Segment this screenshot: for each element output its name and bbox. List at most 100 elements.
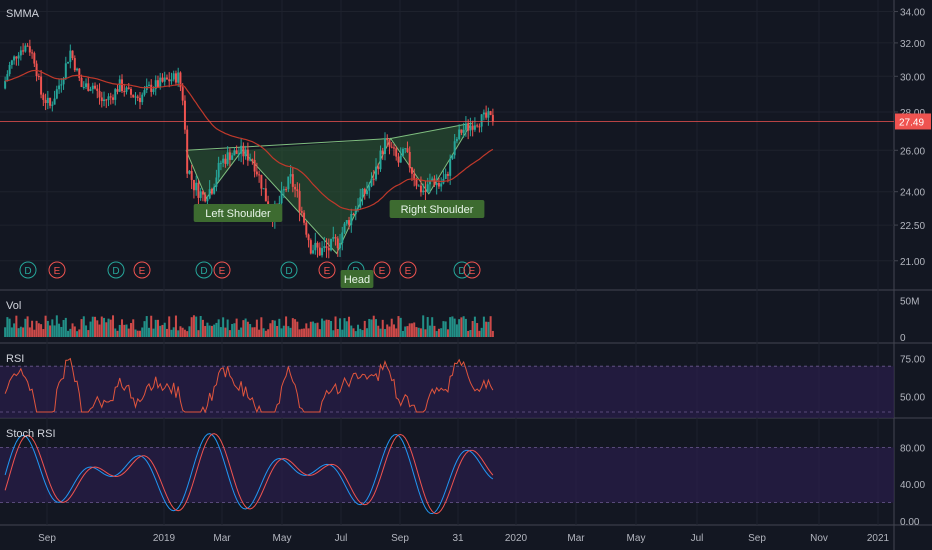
candle-body [476,125,479,127]
candle-body [13,56,16,61]
candle-body [190,170,193,180]
volume-bar [35,320,38,337]
price-tick-label: 34.00 [900,8,925,19]
event-marker-D [453,261,471,279]
volume-bar [361,330,364,337]
volume-bar [235,318,238,337]
volume-bar [80,319,83,337]
volume-bar [195,316,198,337]
candle-body [471,125,474,130]
candle-body [487,111,490,118]
candle-body [473,125,476,130]
candle-body [197,182,200,198]
event-marker-E [133,261,151,279]
volume-bar [366,328,369,337]
volume-bar [285,316,288,337]
volume-bar [388,326,391,337]
volume-bar [455,324,458,337]
candle-body [116,89,119,92]
candle-body [426,184,429,193]
volume-bar [392,324,395,337]
candle-body [152,89,155,92]
volume-bar [215,322,218,337]
volume-bar [321,318,324,337]
pattern-outline [185,122,472,255]
candle-body [53,98,56,105]
candle-body [62,78,65,85]
candle-body [408,151,411,168]
event-marker-letter: E [469,266,476,277]
candle-body [109,96,112,98]
candle-body [370,178,373,187]
candle-body [192,179,195,191]
volume-bar [199,316,202,337]
stoch-axis-label: 80.00 [900,443,925,454]
volume-bar [267,329,270,337]
last-price-value: 27.49 [899,117,924,128]
candle-body [37,75,40,77]
volume-bar [401,330,404,337]
volume-bar [53,325,56,337]
candle-body [125,87,128,92]
rsi-series [0,357,894,418]
volume-bar [251,327,254,337]
rsi-band [0,366,894,418]
volume-bar [374,319,377,337]
candle-body [260,174,263,189]
volume-bar [69,328,72,337]
candle-body [89,89,92,91]
volume-bar [255,319,258,337]
right-shoulder-label: Right Shoulder [401,204,474,216]
price-tick-label: 28.00 [900,108,925,119]
candle-body [287,176,290,190]
price-tick-label: 32.00 [900,39,925,50]
rsi-axis-label: 50.00 [900,393,925,404]
volume-bar [98,324,101,337]
volume-bar [183,329,186,337]
candle-body [165,77,168,80]
candle-body [246,149,249,161]
candle-body [251,159,254,161]
candle-body [379,150,382,170]
event-marker-D [195,261,213,279]
time-tick-label: Jul [335,533,348,544]
candle-body [431,178,434,181]
candle-body [464,123,467,130]
left-shoulder-label: Left Shoulder [205,208,271,220]
volume-bar [469,329,472,337]
candle-body [201,191,204,195]
volume-bar [287,326,290,337]
candle-body [6,74,9,82]
candle-body [127,87,130,89]
candle-body [417,185,420,187]
volume-axis-label: 0 [900,333,906,344]
candle-body [147,84,150,86]
volume-bar [437,328,440,337]
volume-bar [350,325,353,337]
volume-bar [491,330,494,337]
candle-body [361,188,364,198]
head-area [242,138,391,254]
volume-bar [280,328,283,337]
volume-bar [112,315,115,337]
volume-bar [179,326,182,337]
event-marker-letter: D [112,266,119,277]
volume-bar [316,322,319,337]
candle-body [244,149,247,157]
volume-bar [444,321,447,337]
volume-bar [46,320,49,337]
volume-bar [109,319,112,337]
candle-body [228,152,231,160]
volume-bar [213,324,216,337]
candle-body [237,153,240,155]
candle-body [105,99,108,101]
candle-body [33,53,36,64]
volume-bar [118,324,121,337]
candle-body [401,148,404,156]
event-marker-E [399,261,417,279]
volume-bar [127,328,130,337]
volume-bar [419,328,422,337]
candle-body [91,85,94,90]
candle-body [143,90,146,95]
